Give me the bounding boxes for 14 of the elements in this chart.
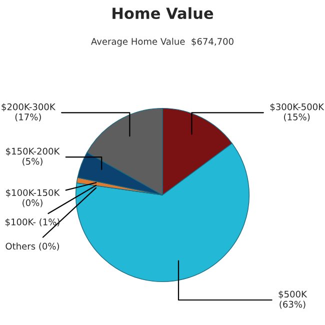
text: (0%) bbox=[22, 199, 42, 208]
data-label: (15%) bbox=[284, 113, 310, 122]
slice-label: $300K-500K bbox=[270, 103, 324, 112]
chart-subtitle: Average Home Value $674,700 bbox=[91, 38, 234, 47]
slice-label: $150K-200K bbox=[6, 148, 60, 156]
slice-label: $500K bbox=[278, 290, 308, 299]
data-label: (5%) bbox=[22, 158, 42, 166]
category-label: Others (0%) bbox=[6, 242, 60, 251]
data-label: (63%) bbox=[280, 300, 306, 309]
chart-title: Home Value bbox=[112, 7, 214, 20]
slice-label: $200K-300K bbox=[2, 103, 56, 112]
category-label: $100K-150K bbox=[6, 189, 60, 198]
slice-label: $100K- (1%) bbox=[6, 218, 60, 227]
data-label: (17%) bbox=[15, 113, 41, 122]
